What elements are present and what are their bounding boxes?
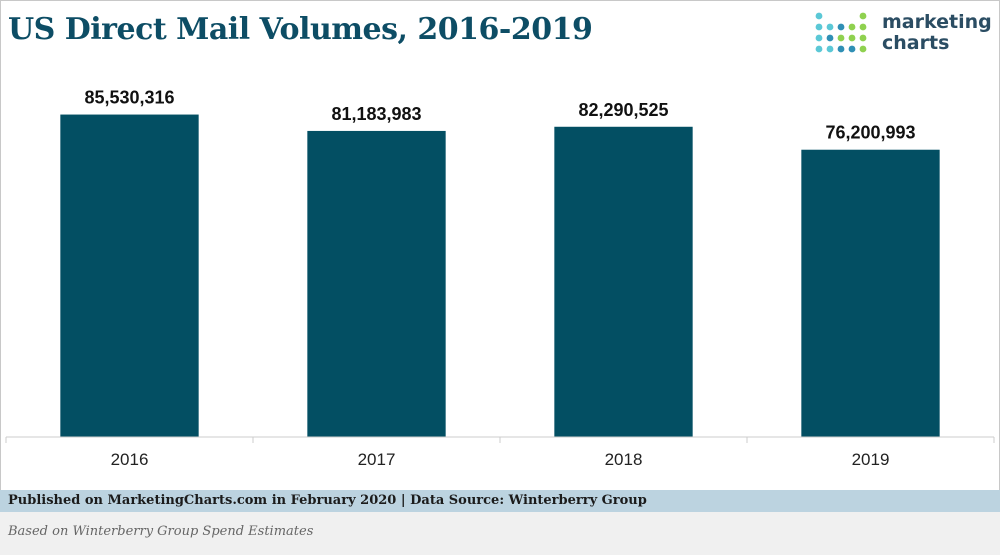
logo-dot — [859, 23, 867, 31]
logo-dot — [826, 34, 834, 42]
logo-text-line2: charts — [882, 32, 950, 54]
footer-note-band: Based on Winterberry Group Spend Estimat… — [0, 512, 1000, 555]
logo-text-line1: marketing — [882, 11, 992, 33]
logo-dot — [837, 34, 845, 42]
marketingcharts-logo: marketing charts — [814, 10, 994, 60]
logo-dot — [826, 23, 834, 31]
bar-2016 — [60, 114, 199, 437]
bar-2017 — [307, 130, 446, 437]
bar-2019 — [801, 149, 940, 437]
data-label: 85,530,316 — [84, 88, 174, 108]
x-tick-label: 2016 — [111, 450, 149, 469]
x-tick-label: 2019 — [852, 450, 890, 469]
logo-dot — [859, 34, 867, 42]
logo-dots-icon — [815, 12, 867, 53]
logo-dot — [848, 34, 856, 42]
bar-chart: 85,530,316 2016 81,183,983 2017 82,290,525 20… — [5, 88, 995, 469]
logo-dot — [837, 45, 845, 53]
logo-dot — [815, 34, 823, 42]
data-label: 82,290,525 — [578, 100, 668, 120]
logo-dot — [826, 45, 834, 53]
logo-dot — [837, 23, 845, 31]
logo-dot — [848, 23, 856, 31]
logo-dot — [815, 12, 823, 20]
chart-title: US Direct Mail Volumes, 2016-2019 — [8, 12, 593, 47]
bar-2018 — [554, 126, 693, 438]
x-tick-label: 2018 — [605, 450, 643, 469]
x-tick-label: 2017 — [358, 450, 396, 469]
logo-dot — [848, 45, 856, 53]
logo-text: marketing charts — [882, 12, 992, 54]
footer-source-band: Published on MarketingCharts.com in Febr… — [0, 490, 1000, 512]
footer-note: Based on Winterberry Group Spend Estimat… — [8, 524, 314, 539]
logo-dot — [859, 12, 867, 20]
logo-dot — [815, 23, 823, 31]
logo-dot — [859, 45, 867, 53]
data-label: 81,183,983 — [331, 104, 421, 124]
data-label: 76,200,993 — [825, 123, 915, 143]
logo-dot — [815, 45, 823, 53]
footer-source: Published on MarketingCharts.com in Febr… — [8, 493, 647, 508]
